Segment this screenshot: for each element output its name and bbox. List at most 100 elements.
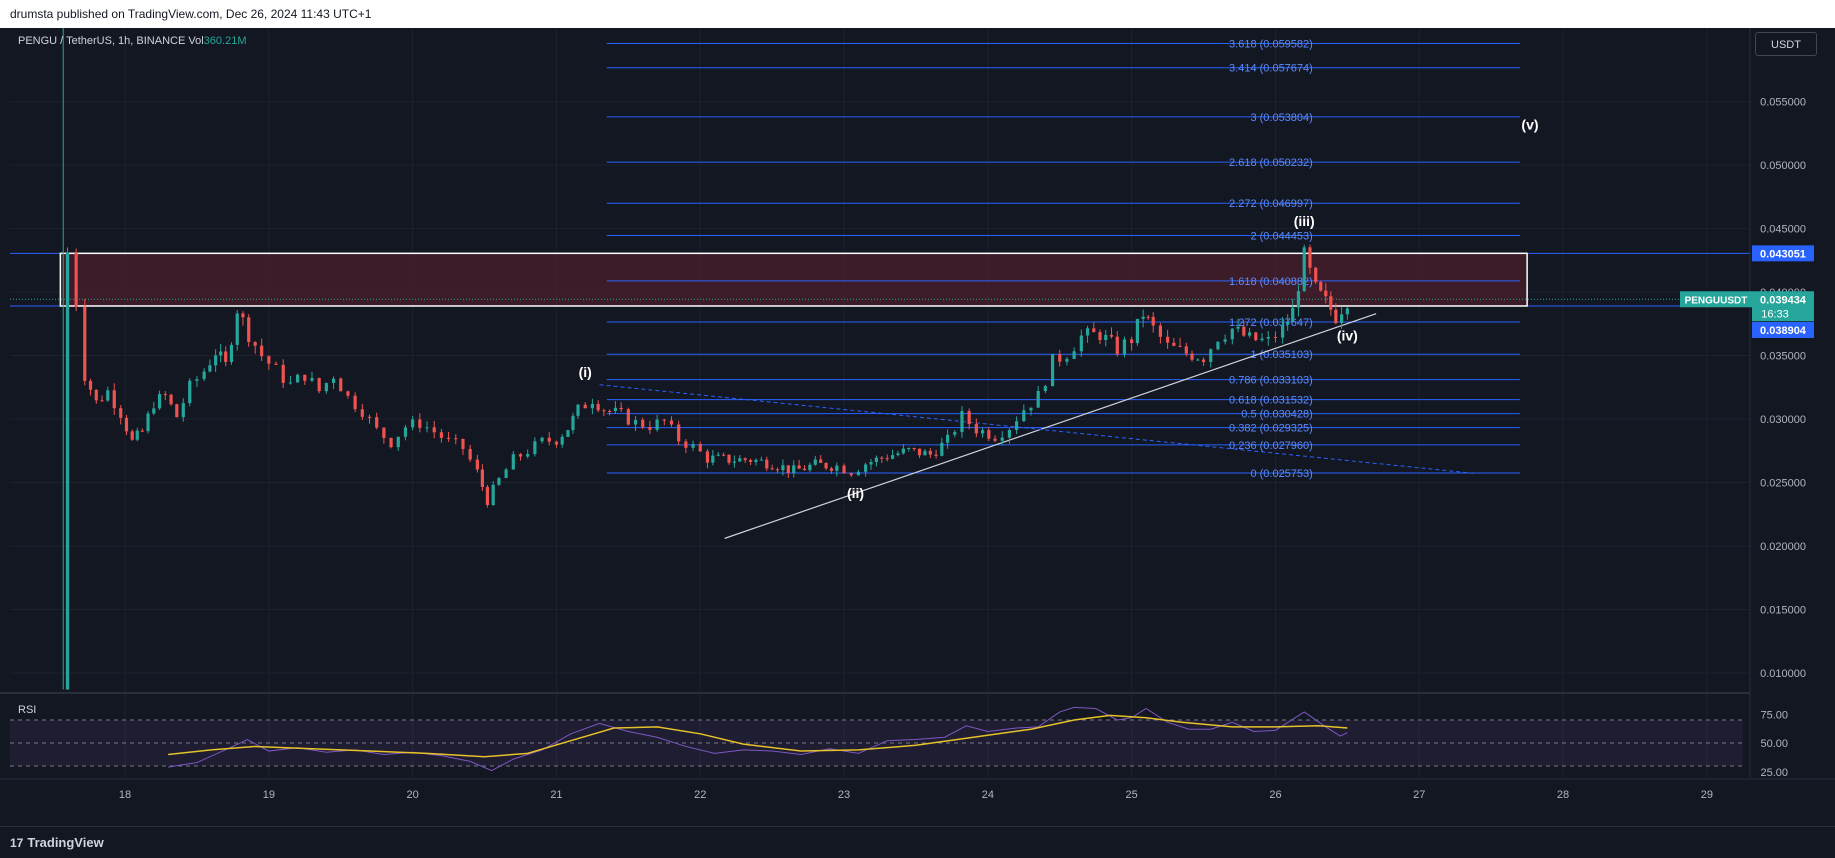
candle-body bbox=[626, 409, 630, 425]
candle-body bbox=[1178, 345, 1182, 347]
candle-body bbox=[130, 431, 134, 440]
candle-body bbox=[1196, 359, 1200, 361]
time-tick-label: 22 bbox=[694, 789, 706, 801]
time-tick-label: 26 bbox=[1269, 789, 1281, 801]
candle-body bbox=[224, 351, 228, 362]
candle-body bbox=[288, 382, 293, 384]
candle-body bbox=[619, 407, 623, 410]
candle-body bbox=[786, 465, 790, 474]
candle-body bbox=[583, 404, 587, 409]
fib-level-label: 0.618 (0.031532) bbox=[1229, 395, 1313, 407]
rsi-label: RSI bbox=[18, 704, 37, 716]
candle-body bbox=[1109, 334, 1114, 337]
price-tick-label: 0.055000 bbox=[1760, 97, 1806, 109]
candle-body bbox=[896, 453, 900, 456]
candle-body bbox=[119, 408, 123, 418]
candle-body bbox=[748, 460, 753, 462]
resistance-zone-box bbox=[59, 252, 1528, 307]
candle-body bbox=[274, 363, 278, 365]
last-price-tag-bg bbox=[1752, 291, 1814, 322]
candle-body bbox=[1098, 332, 1102, 341]
rsi-tick-label: 50.00 bbox=[1760, 738, 1788, 750]
candle-body bbox=[819, 459, 823, 463]
candle-body bbox=[1302, 247, 1306, 292]
candle-body bbox=[202, 371, 206, 380]
candle-body bbox=[566, 430, 570, 437]
candle-body bbox=[677, 424, 681, 442]
fib-level-label: 2.618 (0.050232) bbox=[1229, 157, 1313, 169]
candle-body bbox=[1319, 282, 1323, 291]
legend-vol-value: 360.21M bbox=[203, 35, 247, 47]
candle-body bbox=[684, 441, 688, 448]
candle-body bbox=[331, 378, 336, 384]
candle-body bbox=[1216, 341, 1220, 350]
candle-body bbox=[281, 364, 285, 383]
candle-body bbox=[1329, 296, 1333, 310]
candle-body bbox=[974, 423, 978, 434]
candle-body bbox=[229, 344, 234, 362]
candle-body bbox=[389, 437, 393, 448]
candle-body bbox=[296, 374, 300, 383]
price-tick-label: 0.010000 bbox=[1760, 668, 1806, 680]
rsi-tick-label: 75.00 bbox=[1760, 709, 1788, 721]
resistance-zone-layer bbox=[10, 252, 1750, 307]
candle-body bbox=[980, 430, 985, 434]
countdown-tag: 16:33 bbox=[1761, 308, 1789, 320]
chart-canvas[interactable]: 3.618 (0.059582) 3.414 (0.057674) 3 (0.053… bbox=[0, 28, 1835, 826]
candle-body bbox=[901, 448, 905, 454]
candle-body bbox=[533, 441, 537, 455]
fib-level-label: 3.414 (0.057674) bbox=[1229, 63, 1313, 75]
time-tick-label: 27 bbox=[1413, 789, 1425, 801]
candle-body bbox=[1324, 290, 1328, 297]
candle-body bbox=[310, 378, 314, 381]
candle-body bbox=[743, 458, 747, 461]
trendline-layer bbox=[62, 28, 1477, 690]
candle-body bbox=[571, 415, 575, 431]
candle-body bbox=[188, 380, 192, 404]
candle-body bbox=[382, 427, 386, 438]
time-tick-label: 25 bbox=[1126, 789, 1138, 801]
price-tick-label: 0.045000 bbox=[1760, 224, 1806, 236]
candle-body bbox=[1314, 267, 1318, 283]
candle-body bbox=[1079, 335, 1083, 352]
candle-body bbox=[135, 430, 139, 440]
candle-body bbox=[722, 454, 726, 456]
candle-body bbox=[461, 438, 465, 449]
candle-body bbox=[856, 471, 861, 476]
candle-body bbox=[1190, 353, 1194, 360]
candle-body bbox=[106, 390, 110, 401]
zone-bottom-tag-bg bbox=[1752, 321, 1814, 338]
wave-label: (iii) bbox=[1294, 213, 1315, 229]
candle-body bbox=[698, 443, 702, 452]
currency-button[interactable]: USDT bbox=[1755, 32, 1817, 56]
candle-body bbox=[1209, 349, 1213, 362]
price-tick-label: 0.015000 bbox=[1760, 604, 1806, 616]
candle-body bbox=[169, 394, 173, 405]
candle-body bbox=[662, 419, 666, 421]
candle-body bbox=[732, 461, 737, 463]
candle-body bbox=[880, 457, 884, 459]
wave-label: (i) bbox=[579, 364, 592, 380]
candle-body bbox=[1022, 410, 1026, 422]
candle-body bbox=[214, 355, 218, 366]
candle-body bbox=[88, 380, 93, 390]
candle-body bbox=[1308, 247, 1312, 268]
candle-body bbox=[754, 459, 758, 462]
price-axis-background bbox=[1750, 28, 1835, 798]
candle-body bbox=[439, 432, 444, 438]
candle-body bbox=[1043, 386, 1047, 391]
tradingview-logo[interactable]: 17 TradingView bbox=[10, 835, 104, 850]
time-tick-label: 23 bbox=[838, 789, 850, 801]
fib-level-label: 1.618 (0.040882) bbox=[1229, 276, 1313, 288]
candle-body bbox=[613, 407, 618, 412]
price-tick-label: 0.025000 bbox=[1760, 478, 1806, 490]
fib-level-label: 0.5 (0.030428) bbox=[1241, 409, 1313, 421]
candle-body bbox=[1286, 321, 1290, 325]
wave-label: (v) bbox=[1521, 117, 1538, 133]
candle-body bbox=[241, 313, 245, 318]
candle-body bbox=[485, 486, 490, 505]
candle-body bbox=[247, 317, 251, 343]
candle-body bbox=[1092, 328, 1096, 333]
candle-body bbox=[781, 465, 785, 471]
candle-body bbox=[1201, 359, 1206, 362]
